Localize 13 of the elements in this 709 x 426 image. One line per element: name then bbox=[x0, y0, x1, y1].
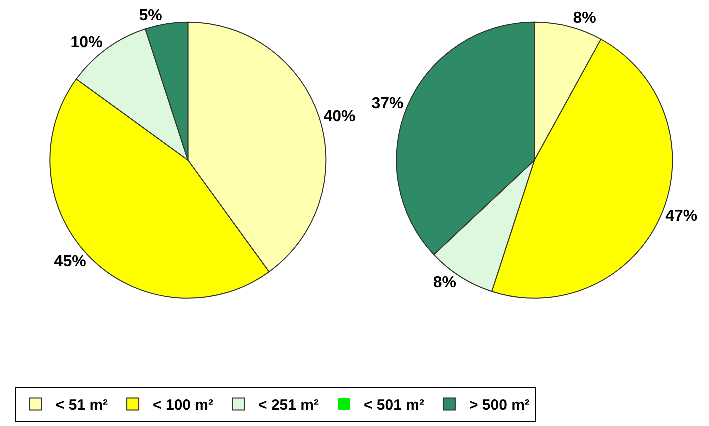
legend-label: < 251 m² bbox=[258, 397, 319, 414]
legend-label: > 500 m² bbox=[469, 397, 530, 414]
data-label: 47% bbox=[666, 208, 698, 226]
data-label: 10% bbox=[70, 34, 103, 52]
data-label: 8% bbox=[573, 10, 596, 28]
data-label: 5% bbox=[139, 7, 162, 24]
data-label: 45% bbox=[54, 254, 86, 271]
legend-label: < 100 m² bbox=[153, 397, 214, 414]
data-label: 8% bbox=[433, 274, 456, 292]
legend-label: < 51 m² bbox=[56, 397, 108, 414]
data-label: 37% bbox=[372, 96, 404, 113]
data-label: 40% bbox=[324, 108, 356, 126]
legend-label: < 501 m² bbox=[364, 397, 424, 414]
